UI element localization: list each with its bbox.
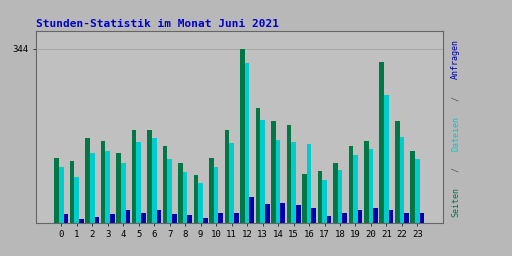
Bar: [287, 125, 291, 223]
Bar: [101, 141, 105, 223]
Bar: [415, 159, 420, 223]
Bar: [379, 62, 384, 223]
Bar: [178, 163, 183, 223]
Bar: [116, 153, 121, 223]
Bar: [255, 108, 260, 223]
Bar: [90, 153, 95, 223]
Bar: [240, 49, 245, 223]
Bar: [214, 167, 219, 223]
Bar: [307, 144, 311, 223]
Text: Stunden-Statistik im Monat Juni 2021: Stunden-Statistik im Monat Juni 2021: [36, 18, 279, 29]
Text: /: /: [451, 91, 460, 105]
Bar: [358, 210, 362, 223]
Bar: [136, 142, 141, 223]
Bar: [234, 213, 239, 223]
Bar: [157, 210, 161, 223]
Text: Dateien: Dateien: [451, 116, 460, 151]
Bar: [389, 210, 393, 223]
Bar: [260, 120, 265, 223]
Bar: [271, 121, 276, 223]
Bar: [59, 167, 63, 223]
Bar: [291, 142, 296, 223]
Bar: [411, 151, 415, 223]
Bar: [167, 158, 172, 223]
Bar: [225, 130, 229, 223]
Bar: [209, 158, 214, 223]
Bar: [194, 175, 198, 223]
Bar: [203, 218, 208, 223]
Bar: [245, 62, 249, 223]
Bar: [74, 177, 79, 223]
Bar: [187, 215, 192, 223]
Bar: [79, 219, 84, 223]
Bar: [302, 174, 307, 223]
Bar: [152, 138, 157, 223]
Bar: [249, 197, 254, 223]
Bar: [86, 138, 90, 223]
Bar: [322, 180, 327, 223]
Bar: [369, 150, 373, 223]
Text: /: /: [451, 162, 460, 177]
Bar: [229, 143, 234, 223]
Bar: [338, 170, 343, 223]
Bar: [317, 171, 322, 223]
Bar: [110, 214, 115, 223]
Bar: [384, 95, 389, 223]
Bar: [343, 213, 347, 223]
Bar: [327, 216, 331, 223]
Text: Seiten: Seiten: [451, 187, 460, 217]
Bar: [147, 130, 152, 223]
Bar: [172, 214, 177, 223]
Text: Anfragen: Anfragen: [451, 39, 460, 79]
Bar: [373, 208, 378, 223]
Bar: [95, 217, 99, 223]
Bar: [281, 202, 285, 223]
Bar: [333, 163, 338, 223]
Bar: [54, 158, 59, 223]
Bar: [63, 214, 68, 223]
Bar: [121, 163, 125, 223]
Bar: [404, 213, 409, 223]
Bar: [265, 204, 269, 223]
Bar: [163, 146, 167, 223]
Bar: [276, 140, 281, 223]
Bar: [198, 183, 203, 223]
Bar: [141, 213, 146, 223]
Bar: [125, 210, 130, 223]
Bar: [132, 130, 136, 223]
Bar: [420, 213, 424, 223]
Bar: [105, 151, 110, 223]
Bar: [349, 146, 353, 223]
Bar: [353, 155, 358, 223]
Bar: [219, 213, 223, 223]
Bar: [296, 205, 301, 223]
Bar: [183, 172, 187, 223]
Bar: [395, 121, 399, 223]
Bar: [70, 161, 74, 223]
Bar: [311, 208, 316, 223]
Bar: [364, 141, 369, 223]
Bar: [399, 137, 404, 223]
